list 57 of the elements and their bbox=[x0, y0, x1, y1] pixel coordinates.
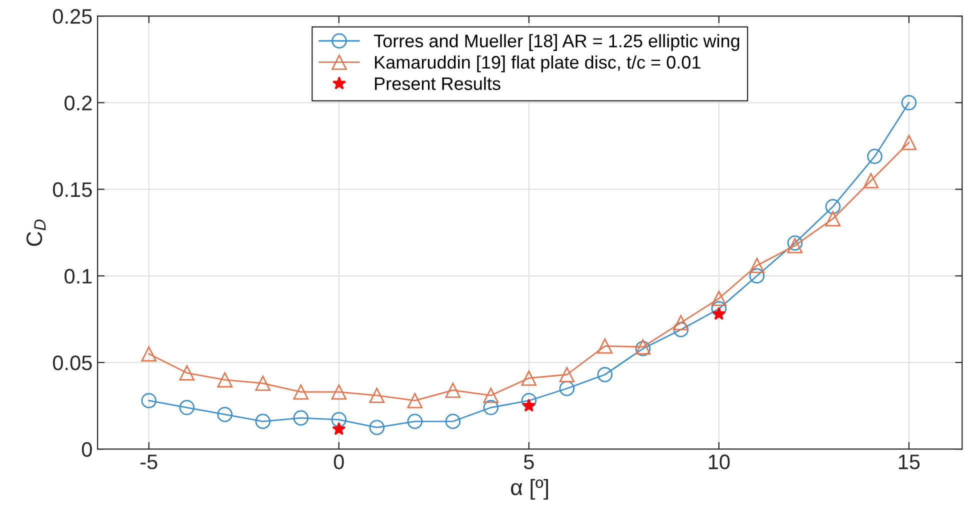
point bbox=[293, 384, 309, 400]
point bbox=[521, 392, 537, 408]
point bbox=[863, 172, 879, 188]
point bbox=[179, 400, 195, 416]
point bbox=[331, 384, 347, 400]
x-tick-label: 15 bbox=[898, 454, 920, 470]
legend-label: Present Results bbox=[375, 76, 500, 90]
point bbox=[369, 388, 385, 404]
point bbox=[445, 414, 461, 430]
point bbox=[445, 382, 461, 398]
point bbox=[255, 414, 271, 430]
point bbox=[331, 412, 347, 428]
point bbox=[407, 392, 423, 408]
point bbox=[141, 346, 157, 362]
y-tick-label: 0.05 bbox=[52, 356, 92, 370]
point bbox=[673, 315, 689, 330]
y-tick-label: 0.2 bbox=[64, 96, 92, 110]
point bbox=[559, 380, 575, 396]
point bbox=[293, 410, 309, 426]
point bbox=[179, 365, 195, 381]
x-tick-label: -5 bbox=[140, 454, 158, 470]
point bbox=[901, 95, 917, 110]
point bbox=[369, 420, 385, 436]
point bbox=[867, 148, 882, 164]
point bbox=[712, 306, 726, 320]
point bbox=[332, 422, 346, 436]
point bbox=[825, 211, 841, 226]
x-axis-title: α [º] bbox=[511, 478, 548, 500]
point bbox=[711, 290, 727, 306]
point bbox=[559, 366, 575, 382]
point bbox=[711, 301, 727, 316]
point bbox=[255, 376, 271, 391]
point bbox=[407, 414, 423, 430]
y-axis-title: C$_{D}$ bbox=[26, 220, 46, 246]
x-tick-label: 10 bbox=[708, 454, 730, 470]
y-tick-label: 0.25 bbox=[52, 9, 92, 24]
point bbox=[597, 366, 613, 382]
point bbox=[217, 372, 233, 388]
point bbox=[597, 338, 613, 354]
point bbox=[521, 370, 537, 386]
point bbox=[901, 134, 917, 150]
y-tick-label: 0.1 bbox=[64, 268, 92, 284]
legend-label: Torres and Mueller [18] AR = 1.25 elliptic wing bbox=[374, 34, 740, 51]
point bbox=[825, 198, 841, 214]
x-tick-label: 0 bbox=[334, 454, 344, 470]
y-tick-label: 0.15 bbox=[52, 182, 92, 198]
legend-label: Kamaruddin [19] flat plate disc, t/c = 0.01 bbox=[375, 55, 700, 72]
y-tick-label: 0 bbox=[82, 442, 92, 457]
point bbox=[217, 406, 233, 422]
point bbox=[673, 322, 689, 338]
point bbox=[483, 400, 499, 416]
point bbox=[749, 258, 765, 274]
point bbox=[522, 398, 536, 412]
point bbox=[749, 268, 765, 284]
point bbox=[141, 392, 157, 408]
point bbox=[483, 388, 499, 404]
x-tick-label: 5 bbox=[524, 454, 534, 470]
